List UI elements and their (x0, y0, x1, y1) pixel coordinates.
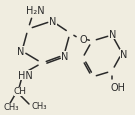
Text: N: N (120, 50, 128, 59)
Text: N: N (61, 52, 69, 61)
Text: N: N (49, 17, 57, 27)
Text: H₂N: H₂N (26, 6, 45, 16)
Text: CH₃: CH₃ (4, 103, 19, 112)
Text: CH: CH (14, 87, 27, 96)
Text: HN: HN (18, 70, 33, 80)
Text: N: N (17, 47, 25, 56)
Text: OH: OH (111, 82, 126, 92)
Text: CH₃: CH₃ (32, 102, 48, 111)
Text: O: O (79, 35, 87, 45)
Text: N: N (109, 30, 117, 40)
